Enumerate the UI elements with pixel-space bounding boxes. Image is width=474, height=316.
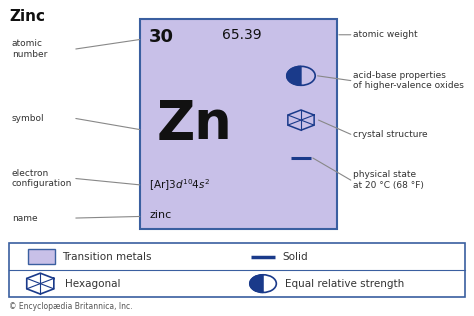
- Wedge shape: [287, 66, 301, 85]
- Text: atomic weight: atomic weight: [353, 30, 418, 39]
- Text: Transition metals: Transition metals: [62, 252, 151, 262]
- Text: Zn: Zn: [156, 98, 232, 150]
- FancyBboxPatch shape: [9, 243, 465, 297]
- Text: Zinc: Zinc: [9, 9, 46, 24]
- Text: 30: 30: [149, 28, 174, 46]
- Text: acid-base properties
of higher-valence oxides: acid-base properties of higher-valence o…: [353, 71, 464, 90]
- FancyBboxPatch shape: [140, 19, 337, 229]
- Text: physical state
at 20 °C (68 °F): physical state at 20 °C (68 °F): [353, 170, 424, 190]
- Text: atomic
number: atomic number: [12, 39, 47, 59]
- Text: crystal structure: crystal structure: [353, 130, 428, 139]
- Text: Hexagonal: Hexagonal: [65, 279, 121, 289]
- Text: Equal relative strength: Equal relative strength: [285, 279, 404, 289]
- Wedge shape: [250, 275, 263, 293]
- FancyBboxPatch shape: [28, 249, 55, 264]
- Text: © Encyclopædia Britannica, Inc.: © Encyclopædia Britannica, Inc.: [9, 302, 133, 311]
- Text: zinc: zinc: [149, 210, 172, 220]
- Text: name: name: [12, 214, 37, 222]
- Text: symbol: symbol: [12, 114, 45, 123]
- Text: Solid: Solid: [282, 252, 308, 262]
- Text: electron
configuration: electron configuration: [12, 169, 72, 188]
- Text: 65.39: 65.39: [222, 28, 262, 42]
- Text: $[\mathrm{Ar}]3d^{10}4s^{2}$: $[\mathrm{Ar}]3d^{10}4s^{2}$: [149, 177, 210, 193]
